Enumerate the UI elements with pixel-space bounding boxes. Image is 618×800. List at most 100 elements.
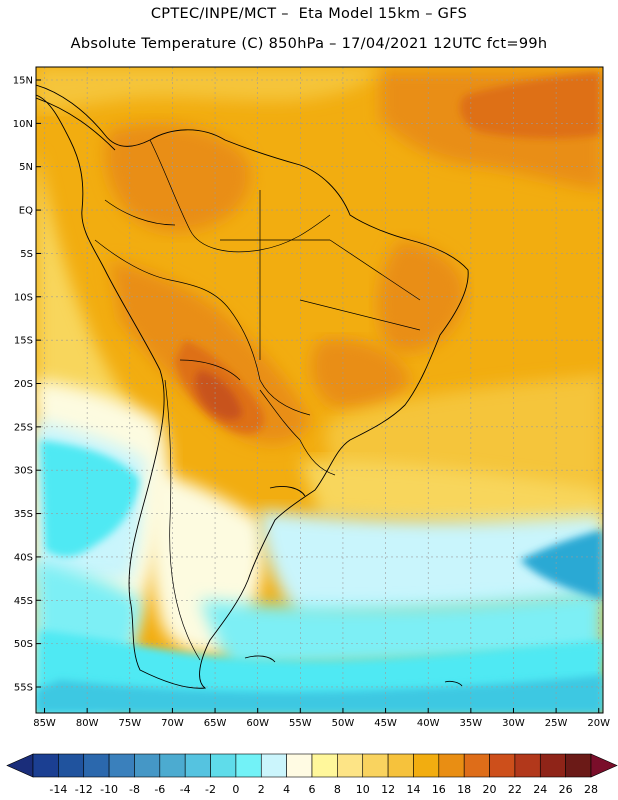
colorbar-label: -8 xyxy=(129,783,140,796)
colorbar-label: 12 xyxy=(381,783,395,796)
colorbar-label: 2 xyxy=(258,783,265,796)
colorbar-swatch xyxy=(260,753,287,778)
colorbar-swatch xyxy=(311,753,338,778)
field-pacific-tropical xyxy=(36,150,135,410)
border-chile-argentina xyxy=(164,379,201,661)
border-uruguay xyxy=(299,439,336,476)
lat-tick-label: 45S xyxy=(14,596,33,607)
map-title-line1: CPTEC/INPE/MCT – Eta Model 15km – GFS xyxy=(150,6,468,22)
colorbar-swatch xyxy=(565,753,592,778)
colorbar-swatch xyxy=(286,753,313,778)
lat-tick-label: 10N xyxy=(13,119,33,130)
colorbar-swatch xyxy=(108,753,135,778)
map-title-line2: Absolute Temperature (C) 850hPa – 17/04/… xyxy=(70,36,548,52)
lat-tick-label: 15N xyxy=(13,76,33,87)
rio-de-la-plata xyxy=(269,485,306,497)
colorbar-swatch xyxy=(83,753,110,778)
colorbar-label: 26 xyxy=(559,783,573,796)
latitude-ticks: 15N 10N 5N EQ 5S 10S 15S 20S 25S 30S 35S 40S 45S 50S 5… xyxy=(13,76,41,693)
map-frame xyxy=(35,66,604,714)
colorbar-label: -6 xyxy=(154,783,165,796)
falklands xyxy=(244,655,276,663)
lon-tick-label: 40W xyxy=(417,718,440,729)
border-bolivia-argentina xyxy=(179,359,241,381)
lon-tick-label: 60W xyxy=(246,718,269,729)
temperature-field xyxy=(36,67,603,713)
colorbar-low-arrow xyxy=(6,753,34,778)
colorbar-swatch xyxy=(337,753,364,778)
colorbar-swatch xyxy=(134,753,161,778)
colorbar-swatch xyxy=(159,753,186,778)
colorbar-swatch xyxy=(489,753,516,778)
lat-tick-label: 5S xyxy=(20,249,33,260)
colorbar-swatch xyxy=(413,753,440,778)
lon-tick-label: 50W xyxy=(332,718,355,729)
colorbar-swatch xyxy=(32,753,59,778)
field-caribbean xyxy=(36,67,380,112)
field-colombia-venezuela xyxy=(105,124,251,232)
lat-tick-label: 20S xyxy=(14,379,33,390)
colorbar-label: 20 xyxy=(483,783,497,796)
colorbar-swatch xyxy=(58,753,85,778)
field-se-brazil xyxy=(311,339,410,409)
lat-tick-label: 50S xyxy=(14,639,33,650)
colorbar-label: 16 xyxy=(432,783,446,796)
colorbar-swatch xyxy=(210,753,237,778)
lon-tick-label: 20W xyxy=(587,718,610,729)
colorbar-label: 18 xyxy=(457,783,471,796)
border-peru-brazil xyxy=(94,239,231,311)
field-east-cold-patch xyxy=(520,530,603,600)
field-atlantic-hot xyxy=(460,72,600,139)
field-pacific-cold xyxy=(40,440,140,557)
colorbar-swatch xyxy=(235,753,262,778)
colorbar-label: -2 xyxy=(205,783,216,796)
border-paraguay xyxy=(259,389,301,441)
field-south-ocean-cool xyxy=(260,510,603,620)
colorbar: -14 -12 -10 -8 -6 -4 -2 0 2 4 6 8 10 12 14 16 18 20 22 24 26… xyxy=(6,753,618,796)
colorbar-swatch xyxy=(184,753,211,778)
lon-tick-label: 55W xyxy=(289,718,312,729)
colorbar-label: -14 xyxy=(49,783,67,796)
lon-tick-label: 75W xyxy=(118,718,141,729)
colorbar-swatch xyxy=(438,753,465,778)
lon-tick-label: 45W xyxy=(374,718,397,729)
lon-tick-label: 70W xyxy=(161,718,184,729)
border-colombia-ecuador xyxy=(104,199,176,226)
borders-layer xyxy=(94,139,421,661)
coastline-layer xyxy=(36,84,469,689)
lon-tick-label: 25W xyxy=(545,718,568,729)
field-drake-colder xyxy=(36,675,603,713)
colorbar-label: 22 xyxy=(508,783,522,796)
border-venezuela-brazil xyxy=(149,139,331,253)
field-central-warm xyxy=(110,260,310,444)
colorbar-label: 8 xyxy=(334,783,341,796)
lat-tick-label: 40S xyxy=(14,552,33,563)
central-america-coast xyxy=(36,97,116,151)
lat-tick-label: 35S xyxy=(14,509,33,520)
lon-tick-label: 85W xyxy=(33,718,56,729)
colorbar-label: 0 xyxy=(232,783,239,796)
colorbar-label: 28 xyxy=(584,783,598,796)
lon-tick-label: 65W xyxy=(204,718,227,729)
colorbar-label: 14 xyxy=(406,783,420,796)
colorbar-label: -10 xyxy=(100,783,118,796)
colorbar-label: -4 xyxy=(180,783,191,796)
colorbar-high-arrow xyxy=(590,753,618,778)
colorbar-swatch xyxy=(387,753,414,778)
longitude-ticks: 85W 80W 75W 70W 65W 60W 55W 50W 45W 40W 35W 30W 25W 2… xyxy=(33,708,610,729)
lat-tick-label: 55S xyxy=(14,682,33,693)
border-bolivia-brazil xyxy=(229,309,311,416)
lat-tick-label: 25S xyxy=(14,422,33,433)
lat-tick-label: 15S xyxy=(14,336,33,347)
south-georgia xyxy=(444,680,463,687)
colorbar-label: 4 xyxy=(283,783,290,796)
lon-tick-label: 30W xyxy=(502,718,525,729)
colorbar-label: 6 xyxy=(309,783,316,796)
lon-tick-label: 80W xyxy=(76,718,99,729)
colorbar-swatch xyxy=(463,753,490,778)
colorbar-swatch xyxy=(362,753,389,778)
colorbar-swatch xyxy=(514,753,541,778)
colorbar-label: 24 xyxy=(533,783,547,796)
field-chaco-peak xyxy=(195,370,242,420)
